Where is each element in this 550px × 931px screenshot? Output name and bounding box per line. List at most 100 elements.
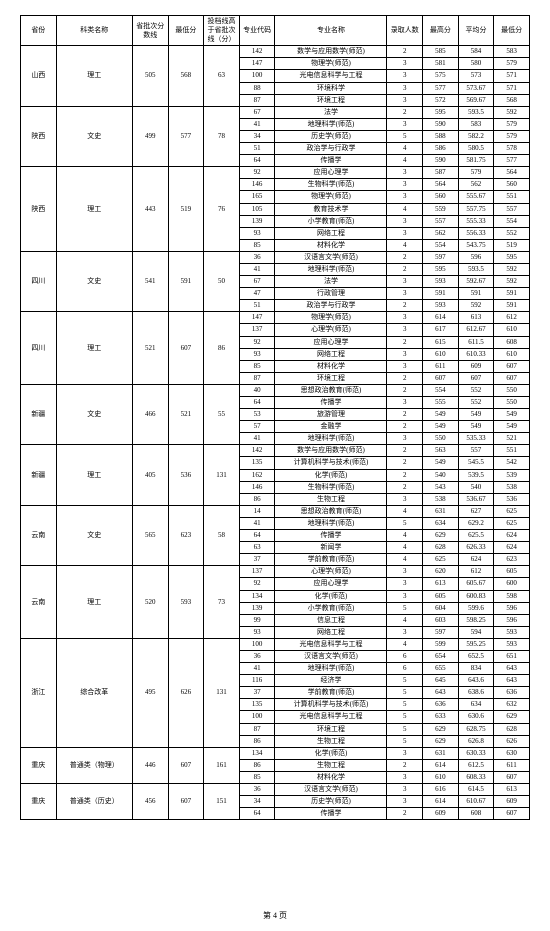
cell-avg: 628.75 [458, 723, 494, 735]
cell-code: 86 [239, 493, 275, 505]
cell-major: 化学(师范) [275, 590, 387, 602]
cell-num: 4 [387, 505, 423, 517]
cell-min: 557 [494, 203, 530, 215]
cell-num: 3 [387, 784, 423, 796]
cell-code: 63 [239, 542, 275, 554]
cell-num: 3 [387, 493, 423, 505]
cell-code: 67 [239, 276, 275, 288]
cell-major: 物理学(师范) [275, 312, 387, 324]
cell-max: 631 [423, 747, 459, 759]
cell-province: 浙江 [21, 638, 57, 747]
cell-avg: 591 [458, 288, 494, 300]
cell-category: 理工 [56, 46, 132, 106]
cell-major: 地理科学(师范) [275, 118, 387, 130]
cell-max: 614 [423, 796, 459, 808]
cell-avg: 605.67 [458, 578, 494, 590]
cell-category: 理工 [56, 167, 132, 252]
cell-major: 应用心理学 [275, 336, 387, 348]
cell-major: 汉语言文学(师范) [275, 784, 387, 796]
cell-min: 625 [494, 505, 530, 517]
cell-num: 3 [387, 179, 423, 191]
h-max: 最高分 [423, 16, 459, 46]
cell-code: 146 [239, 179, 275, 191]
cell-avg: 610.33 [458, 348, 494, 360]
cell-min: 596 [494, 614, 530, 626]
cell-province: 重庆 [21, 747, 57, 783]
cell-code: 41 [239, 517, 275, 529]
cell-category: 普通类（物理） [56, 747, 132, 783]
cell-min: 593 [494, 626, 530, 638]
cell-province: 新疆 [21, 445, 57, 505]
cell-diff: 131 [204, 638, 240, 747]
cell-provscore: 541 [132, 251, 168, 311]
cell-avg: 634 [458, 699, 494, 711]
cell-max: 572 [423, 94, 459, 106]
cell-min: 605 [494, 566, 530, 578]
cell-min: 628 [494, 723, 530, 735]
cell-num: 4 [387, 554, 423, 566]
cell-num: 3 [387, 747, 423, 759]
cell-avg: 638.6 [458, 687, 494, 699]
cell-num: 2 [387, 421, 423, 433]
cell-num: 4 [387, 530, 423, 542]
cell-min: 613 [494, 784, 530, 796]
cell-category: 文史 [56, 505, 132, 565]
cell-max: 564 [423, 179, 459, 191]
cell-avg: 536.67 [458, 493, 494, 505]
cell-max: 603 [423, 614, 459, 626]
cell-max: 577 [423, 82, 459, 94]
cell-avg: 552 [458, 384, 494, 396]
cell-major: 应用心理学 [275, 578, 387, 590]
cell-major: 应用心理学 [275, 167, 387, 179]
cell-num: 5 [387, 711, 423, 723]
cell-code: 47 [239, 288, 275, 300]
cell-max: 588 [423, 130, 459, 142]
cell-max: 605 [423, 590, 459, 602]
cell-min: 625 [494, 517, 530, 529]
cell-major: 传播学 [275, 530, 387, 542]
cell-max: 585 [423, 46, 459, 58]
cell-diff: 50 [204, 251, 240, 311]
cell-code: 93 [239, 227, 275, 239]
h-province: 省份 [21, 16, 57, 46]
page-footer: 第 4 页 [20, 910, 530, 921]
cell-provscore: 446 [132, 747, 168, 783]
h-major: 专业名称 [275, 16, 387, 46]
cell-num: 3 [387, 566, 423, 578]
cell-groupmin: 577 [168, 106, 204, 166]
cell-code: 142 [239, 46, 275, 58]
cell-major: 小学教育(师范) [275, 602, 387, 614]
cell-min: 636 [494, 687, 530, 699]
cell-code: 85 [239, 771, 275, 783]
cell-code: 41 [239, 433, 275, 445]
cell-groupmin: 519 [168, 167, 204, 252]
cell-major: 生物工程 [275, 735, 387, 747]
cell-min: 609 [494, 796, 530, 808]
cell-major: 材料化学 [275, 771, 387, 783]
h-category: 科类名称 [56, 16, 132, 46]
cell-min: 519 [494, 239, 530, 251]
cell-major: 物理学(师范) [275, 58, 387, 70]
cell-num: 4 [387, 155, 423, 167]
cell-min: 607 [494, 360, 530, 372]
cell-max: 586 [423, 143, 459, 155]
cell-groupmin: 607 [168, 747, 204, 783]
cell-min: 592 [494, 276, 530, 288]
cell-provscore: 505 [132, 46, 168, 106]
cell-code: 41 [239, 663, 275, 675]
cell-avg: 652.5 [458, 650, 494, 662]
cell-avg: 573.67 [458, 82, 494, 94]
cell-groupmin: 568 [168, 46, 204, 106]
cell-code: 14 [239, 505, 275, 517]
cell-num: 3 [387, 796, 423, 808]
cell-max: 590 [423, 118, 459, 130]
cell-code: 37 [239, 687, 275, 699]
cell-major: 生物科学(师范) [275, 481, 387, 493]
cell-code: 92 [239, 578, 275, 590]
cell-diff: 55 [204, 384, 240, 444]
cell-avg: 609 [458, 360, 494, 372]
cell-min: 552 [494, 227, 530, 239]
cell-diff: 131 [204, 445, 240, 505]
cell-code: 92 [239, 167, 275, 179]
cell-min: 542 [494, 457, 530, 469]
